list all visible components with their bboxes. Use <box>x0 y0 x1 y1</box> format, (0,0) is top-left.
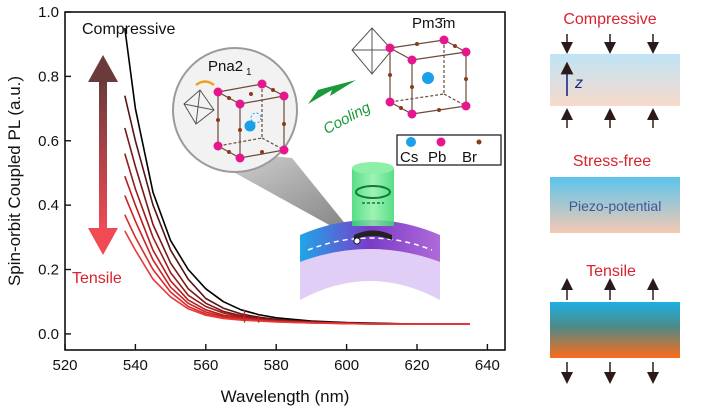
compressive-annotation: Compressive <box>82 21 175 38</box>
y-tick-label: 0.4 <box>38 197 59 214</box>
tensile-layer <box>550 302 680 358</box>
phase-low-subscript: 1 <box>246 67 252 78</box>
laser-beam-icon <box>352 162 394 245</box>
legend-pb: Pb <box>428 149 446 166</box>
inset-circle <box>172 47 298 173</box>
stress-free-layer <box>550 177 680 233</box>
side-stress-free-label: Stress-free <box>573 153 651 170</box>
legend-br: Br <box>462 149 477 166</box>
y-axis-ticks: 0.0 0.2 0.4 0.6 0.8 1.0 <box>38 4 71 343</box>
atom-legend: Cs Pb Br <box>396 134 502 166</box>
side-compressive-label: Compressive <box>563 11 656 28</box>
x-tick-label: 560 <box>193 357 218 374</box>
cooling-label: Cooling <box>320 99 373 138</box>
plot-frame <box>64 11 506 351</box>
z-axis-label: z <box>574 75 583 92</box>
piezo-potential-label: Piezo-potential <box>569 198 662 214</box>
y-tick-label: 0.6 <box>38 133 59 150</box>
x-tick-label: 620 <box>404 357 429 374</box>
tensile-arrows-top <box>561 278 659 300</box>
strain-side-panel: Compressive z Stress-free Piezo-potentia… <box>550 11 680 384</box>
cooling-arrow-icon <box>308 80 356 104</box>
x-tick-label: 540 <box>123 357 148 374</box>
series-lines <box>124 27 470 325</box>
x-axis-ticks: 520 540 560 580 600 620 640 <box>52 344 500 374</box>
y-tick-label: 1.0 <box>38 4 59 21</box>
y-axis-label: Spin-orbit Coupled PL (a.u.) <box>5 76 24 286</box>
x-tick-label: 640 <box>475 357 500 374</box>
compressive-arrows-top <box>561 34 659 54</box>
series-line-8 <box>124 230 470 325</box>
legend-cs: Cs <box>400 149 418 166</box>
y-tick-label: 0.8 <box>38 68 59 85</box>
tensile-arrows-bottom <box>561 362 659 384</box>
high-temperature-crystal: Pm3̄m <box>351 15 471 119</box>
low-temperature-crystal-inset: Pna2 1 <box>172 47 298 173</box>
phase-low-label: Pna2 <box>208 58 243 75</box>
octahedron-icon <box>183 89 215 125</box>
y-tick-label: 0.2 <box>38 262 59 279</box>
compressive-arrows-bottom <box>561 108 659 128</box>
x-tick-label: 600 <box>334 357 359 374</box>
plot-area: 520 540 560 580 600 620 640 0.0 0.2 0.4 0.6 0.8 1.0… <box>5 4 506 406</box>
x-axis-label: Wavelength (nm) <box>221 387 350 406</box>
compressive-layer <box>550 54 680 106</box>
bent-sample-icon <box>300 220 440 300</box>
pm3m-octahedron-icon <box>351 27 393 75</box>
x-tick-label: 580 <box>264 357 289 374</box>
strain-double-arrow-icon <box>88 55 118 255</box>
x-tick-label: 520 <box>52 357 77 374</box>
inset-atoms <box>213 79 289 163</box>
tensile-annotation: Tensile <box>72 270 122 287</box>
y-tick-label: 0.0 <box>38 326 59 343</box>
side-tensile-label: Tensile <box>586 263 636 280</box>
phase-high-label: Pm3̄m <box>412 15 455 32</box>
